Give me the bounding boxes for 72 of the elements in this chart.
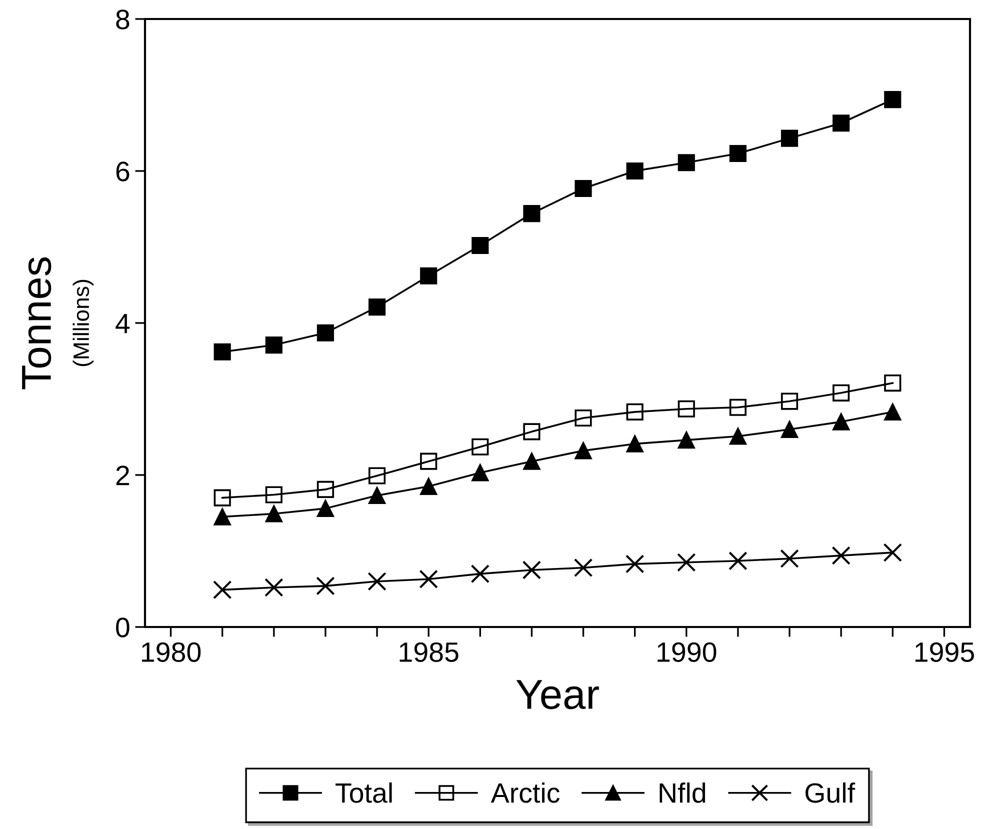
point xyxy=(884,91,902,108)
point xyxy=(729,398,747,416)
y-tick-label: 4 xyxy=(116,314,130,334)
point xyxy=(214,508,231,526)
point xyxy=(574,442,592,460)
point xyxy=(626,162,644,180)
x-tick-label: 1985 xyxy=(400,642,458,662)
legend-label: Gulf xyxy=(806,782,856,803)
point xyxy=(626,435,644,452)
legend-label: Total xyxy=(336,782,392,803)
point xyxy=(729,144,747,162)
point xyxy=(832,546,850,565)
point xyxy=(625,554,644,574)
point xyxy=(522,560,542,580)
point xyxy=(626,403,644,420)
y-axis-title: Tonnes xyxy=(22,257,52,390)
point xyxy=(574,409,592,427)
point xyxy=(368,298,386,316)
legend-label: Nfld xyxy=(660,782,706,803)
legend-label: Arctic xyxy=(490,782,560,803)
point xyxy=(780,420,798,438)
point xyxy=(316,576,335,596)
point xyxy=(419,570,438,588)
point xyxy=(677,553,696,572)
point xyxy=(420,452,438,470)
point xyxy=(212,580,232,600)
point xyxy=(472,464,489,482)
x-tick-label: 1980 xyxy=(142,642,201,662)
point xyxy=(265,486,282,504)
point xyxy=(214,489,231,506)
point xyxy=(780,130,798,147)
point xyxy=(265,505,282,522)
point xyxy=(472,438,489,456)
point xyxy=(678,431,695,449)
point xyxy=(368,467,386,484)
x-tick-label: 1995 xyxy=(915,642,974,662)
point xyxy=(368,572,386,591)
point xyxy=(832,384,850,402)
y-tick-label: 8 xyxy=(116,10,130,30)
point xyxy=(265,336,282,354)
point xyxy=(678,400,695,418)
x-tick-label: 1990 xyxy=(658,642,716,662)
point xyxy=(316,480,334,498)
point xyxy=(574,558,593,578)
point xyxy=(884,374,902,392)
x-axis-title: Year xyxy=(516,680,599,710)
y-tick-label: 6 xyxy=(116,162,130,182)
point xyxy=(420,267,438,284)
point xyxy=(264,578,284,597)
text: (Millions) xyxy=(72,280,94,366)
point xyxy=(678,154,695,172)
point xyxy=(420,478,438,495)
point xyxy=(780,549,799,568)
point xyxy=(523,205,540,222)
y-tick-label: 0 xyxy=(116,618,130,638)
point xyxy=(780,392,798,410)
y-tick-label: 2 xyxy=(116,466,130,486)
point xyxy=(728,552,748,570)
point xyxy=(832,413,850,430)
point xyxy=(523,423,540,440)
point xyxy=(523,452,540,470)
point xyxy=(729,428,747,445)
point xyxy=(470,564,490,584)
point xyxy=(368,486,386,504)
point xyxy=(574,180,592,198)
point xyxy=(832,114,850,132)
point xyxy=(883,543,902,562)
point xyxy=(884,403,902,420)
point xyxy=(316,500,334,517)
point xyxy=(214,343,231,360)
point xyxy=(316,324,334,342)
point xyxy=(472,236,489,254)
